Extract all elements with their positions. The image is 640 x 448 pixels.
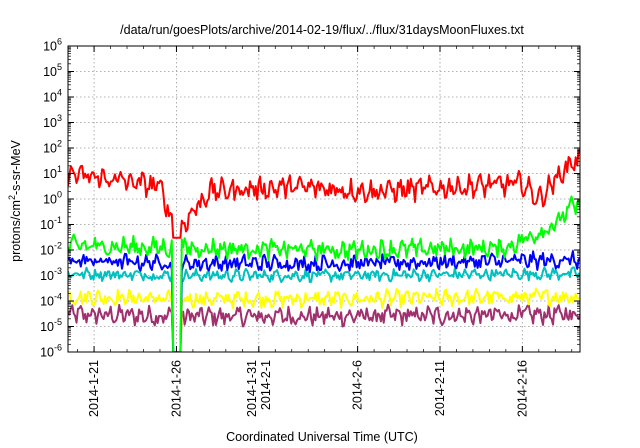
x-tick-label: 2014-1-21 [87,360,101,417]
y-tick-label: 101 [43,164,62,181]
series-line [68,195,580,352]
series-line [68,303,580,352]
x-tick-label: 2014-1-31 [245,360,259,417]
series-line [68,287,580,352]
series-group [68,149,580,352]
y-axis-label: protons/cm2-s-sr-MeV [7,139,23,261]
y-tick-label: 102 [43,139,62,156]
x-tick-labels: 2014-1-21 2014-1-26 2014-1-31 2014-2-1 2014-… [87,360,529,417]
y-tick-label: 10-5 [40,317,62,334]
grid-lines [68,46,580,352]
x-tick-label: 2014-2-11 [433,360,447,416]
axis-ticks [68,45,580,353]
y-tick-label: 104 [43,88,62,105]
y-tick-label: 103 [43,113,62,130]
y-tick-label: 105 [43,62,62,79]
series-line [68,149,580,239]
x-tick-label: 2014-2-16 [515,360,529,417]
y-tick-label: 106 [43,37,62,54]
x-axis-label: Coordinated Universal Time (UTC) [226,430,418,444]
chart-title: /data/run/goesPlots/archive/2014-02-19/f… [120,23,524,37]
y-tick-label: 100 [43,190,62,207]
series-line [68,266,580,352]
y-tick-label: 10-1 [40,215,62,232]
x-tick-label: 2014-2-1 [259,360,273,410]
x-tick-label: 2014-2-6 [351,360,365,410]
y-tick-label: 10-6 [40,343,62,360]
y-tick-label: 10-3 [40,266,62,283]
x-tick-label: 2014-1-26 [169,360,183,417]
series-line [68,250,580,352]
y-tick-label: 10-4 [40,292,62,309]
y-tick-label: 10-2 [40,241,62,258]
y-tick-labels: 10-6 10-5 10-4 10-3 10-2 10-1 100 101 102 103 104 1… [40,37,62,360]
